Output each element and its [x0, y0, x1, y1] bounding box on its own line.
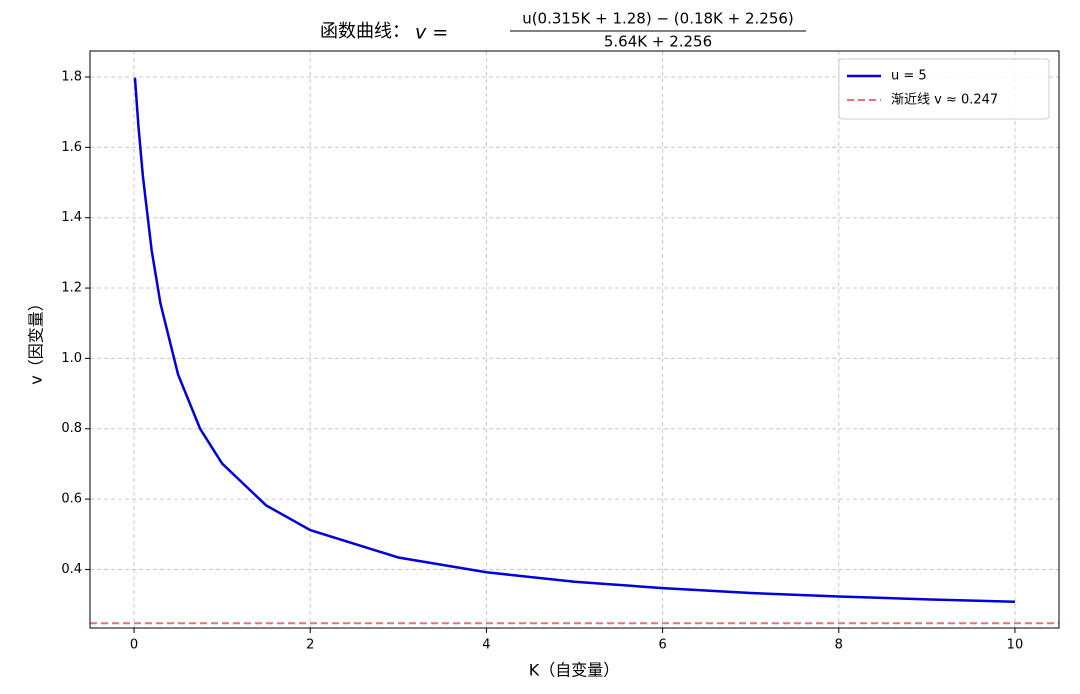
- y-tick-label: 1.2: [61, 281, 82, 296]
- x-tick-label: 8: [835, 638, 843, 653]
- formula-lhs: v =: [415, 22, 448, 44]
- x-tick-label: 6: [658, 638, 666, 653]
- legend-label: u = 5: [891, 69, 927, 84]
- x-tick-label: 10: [1007, 638, 1024, 653]
- formula-denominator: 5.64K + 2.256: [604, 33, 712, 51]
- y-axis-label: v（因变量）: [27, 295, 46, 384]
- y-tick-label: 1.6: [61, 140, 82, 155]
- chart-title: 函数曲线：: [320, 21, 410, 42]
- legend-label: 渐近线 v ≈ 0.247: [891, 93, 998, 108]
- y-tick-label: 1.4: [61, 210, 82, 225]
- y-tick-label: 0.8: [61, 421, 82, 436]
- x-tick-label: 4: [482, 638, 490, 653]
- data-line: [133, 77, 1015, 604]
- x-tick-label: 2: [306, 638, 314, 653]
- formula-numerator: u(0.315K + 1.28) − (0.18K + 2.256): [522, 10, 794, 28]
- x-tick-label: 0: [130, 638, 138, 653]
- x-axis-label: K（自变量）: [529, 661, 620, 680]
- legend-box: [838, 58, 1050, 120]
- plot-frame: [89, 50, 1060, 629]
- y-tick-label: 0.4: [61, 562, 82, 577]
- y-tick-label: 1.8: [61, 70, 82, 85]
- y-tick-label: 1.0: [61, 351, 82, 366]
- y-tick-label: 0.6: [61, 492, 82, 507]
